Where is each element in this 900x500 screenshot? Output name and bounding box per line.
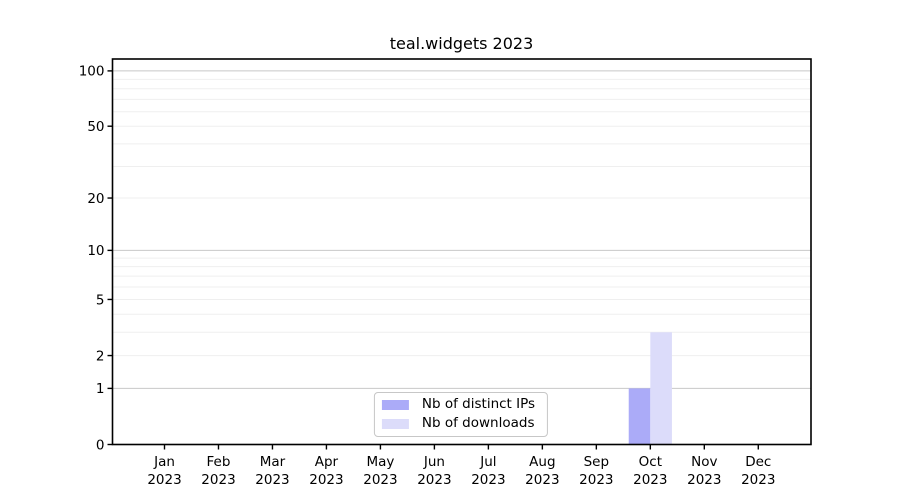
- x-tick-label-year: 2023: [363, 472, 397, 488]
- legend-swatch-distinct-ips: [381, 399, 409, 410]
- x-tick-label-year: 2023: [255, 472, 289, 488]
- x-tick-label-year: 2023: [579, 472, 613, 488]
- y-axis: 0 1 2 5 10 20 50 100: [79, 64, 113, 453]
- major-gridlines: [112, 70, 811, 389]
- legend: Nb of distinct IPs Nb of downloads: [373, 392, 549, 437]
- bar-distinct-ips: [628, 388, 651, 445]
- x-tick-label-month: Dec: [745, 454, 771, 470]
- y-tick-label: 50: [87, 119, 104, 135]
- x-tick-label-month: Mar: [260, 454, 286, 470]
- legend-label-downloads: Nb of downloads: [421, 415, 535, 431]
- x-tick-label-year: 2023: [147, 472, 181, 488]
- x-tick-label-month: Jul: [479, 454, 496, 470]
- x-tick-label-month: Feb: [207, 454, 231, 470]
- x-tick-label-year: 2023: [471, 472, 505, 488]
- x-tick-label-month: May: [366, 454, 394, 470]
- x-tick-label-year: 2023: [309, 472, 343, 488]
- y-tick-label: 2: [96, 348, 105, 364]
- x-tick-label-year: 2023: [633, 472, 667, 488]
- x-tick-label-month: Oct: [639, 454, 662, 470]
- legend-item-downloads: Nb of downloads: [381, 414, 535, 433]
- y-tick-label: 1: [96, 381, 105, 397]
- x-tick-label-year: 2023: [417, 472, 451, 488]
- y-tick-label: 5: [96, 292, 105, 308]
- chart-title: teal.widgets 2023: [389, 34, 534, 53]
- y-tick-label: 10: [87, 243, 104, 259]
- y-tick-label: 100: [79, 64, 105, 80]
- y-tick-label: 0: [96, 437, 105, 453]
- x-tick-label-year: 2023: [741, 472, 775, 488]
- minor-gridlines: [112, 78, 811, 357]
- x-tick-label-year: 2023: [525, 472, 559, 488]
- x-tick-label-month: Sep: [584, 454, 609, 470]
- x-tick-label-month: Aug: [529, 454, 555, 470]
- x-tick-label-month: Nov: [691, 454, 717, 470]
- legend-swatch-downloads: [381, 418, 409, 429]
- x-tick-label-month: Jun: [423, 454, 445, 470]
- bar-downloads: [650, 332, 672, 445]
- x-axis: Jan 2023 Feb 2023 Mar 2023 Apr 2023 May 2023 Jun 20…: [147, 444, 775, 488]
- legend-label-distinct-ips: Nb of distinct IPs: [421, 396, 536, 412]
- y-tick-label: 20: [87, 191, 104, 207]
- x-tick-label-year: 2023: [201, 472, 235, 488]
- x-tick-label-month: Apr: [315, 454, 339, 470]
- legend-item-distinct-ips: Nb of distinct IPs: [381, 395, 536, 414]
- plot-border: [111, 58, 812, 446]
- x-tick-label-month: Jan: [153, 454, 175, 470]
- x-tick-label-year: 2023: [687, 472, 721, 488]
- bars: [628, 332, 672, 445]
